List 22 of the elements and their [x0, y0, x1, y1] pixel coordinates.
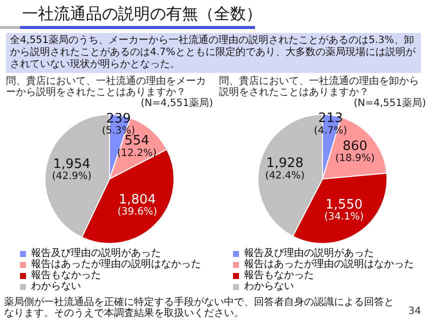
text: 一社流通品の説明の有無（全数） — [22, 4, 262, 25]
data-label: 1,550 (34.1%) — [324, 198, 364, 223]
legend-label: 報告もなかった — [31, 270, 101, 281]
data-label: 860 (18.9%) — [335, 138, 375, 164]
chart-title: 問、貴店において、一社流通の理由をメーカーから説明をされたことはありますか？ — [6, 76, 206, 98]
legend-label: 報告もなかった — [244, 270, 314, 281]
legend-label: 報告はあったが理由の説明はなかった — [31, 259, 201, 270]
chart-subtitle: (N=4,551薬局) — [140, 98, 213, 109]
legend-label: わからない — [244, 281, 294, 292]
text: 34 — [408, 306, 421, 317]
data-label: 1,928 (42.4%) — [265, 156, 305, 182]
text: 全4,551薬局のうち、メーカーから一社流通の理由の説明されたことがあるのは5.3%、卸から説明されたことがあるのは4.7%とともに限定的であり、大多数の薬局現場には説明がされていない現状が明らかとなった。 — [6, 33, 421, 73]
text: 薬局側が一社流通品を正確に特定する手段がない中で、回答者自身の認識による回答となります。そのうえで本調査結果を取扱いください。 — [4, 297, 394, 319]
data-label: 554 (12.2%) — [117, 134, 157, 159]
legend-label: 報告はあったが理由の説明はなかった — [244, 259, 414, 270]
chart-subtitle: (N=4,551薬局) — [354, 98, 426, 109]
data-label: 1,954 (42.9%) — [52, 156, 92, 182]
legend-label: わからない — [31, 281, 81, 292]
legend-label: 報告及び理由の説明があった — [31, 248, 161, 259]
legend-label: 報告及び理由の説明があった — [244, 248, 374, 259]
chart-title: 問、貴店において、一社流通の理由を卸から説明をされたことはありますか？ — [219, 76, 419, 98]
data-label: 1,804 (39.6%) — [118, 192, 158, 218]
